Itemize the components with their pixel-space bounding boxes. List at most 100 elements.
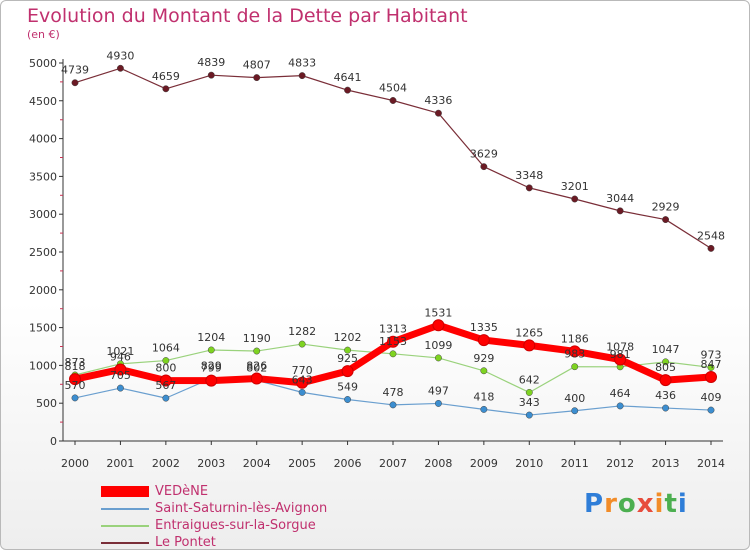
data-point: [205, 374, 218, 387]
data-label: 1064: [152, 342, 180, 355]
data-point: [434, 354, 442, 362]
data-point: [341, 365, 354, 378]
data-point: [616, 207, 624, 215]
data-point: [525, 411, 533, 419]
data-label: 1099: [424, 339, 452, 352]
data-point: [162, 85, 170, 93]
data-point: [614, 353, 627, 366]
data-point: [296, 376, 309, 389]
data-label: 1021: [106, 345, 134, 358]
data-label: 981: [610, 348, 631, 361]
data-point: [705, 370, 717, 383]
data-label: 3348: [515, 169, 543, 182]
data-label: 567: [155, 379, 176, 392]
data-label: 3201: [561, 180, 589, 193]
data-label: 1204: [197, 331, 225, 344]
x-tick-label: 2008: [424, 457, 452, 470]
y-tick-label: 500: [36, 397, 57, 410]
data-label: 2929: [652, 201, 680, 214]
data-point: [477, 334, 490, 347]
legend-swatch-vedene: [101, 486, 149, 497]
data-point: [480, 405, 488, 413]
data-label: 1153: [379, 335, 407, 348]
data-point: [253, 74, 261, 82]
y-tick-label: 0: [50, 435, 57, 448]
x-tick-label: 2004: [243, 457, 271, 470]
data-label: 478: [383, 386, 404, 399]
data-label: 1335: [470, 321, 498, 334]
data-label: 770: [292, 364, 313, 377]
data-point: [662, 216, 670, 224]
data-point: [207, 71, 215, 79]
data-point: [571, 363, 579, 371]
data-point: [662, 358, 670, 366]
data-point: [344, 86, 352, 94]
data-label: 929: [473, 352, 494, 365]
data-point: [387, 335, 399, 348]
legend-swatch-entraigues: [101, 525, 149, 527]
data-point: [432, 319, 445, 332]
data-point: [571, 407, 579, 415]
data-label: 1190: [243, 332, 271, 345]
data-point: [162, 394, 170, 402]
data-label: 643: [292, 373, 313, 386]
data-label: 436: [655, 389, 676, 402]
logo-letter: P: [584, 489, 605, 519]
data-point: [707, 406, 715, 414]
data-label: 873: [65, 356, 86, 369]
data-label: 4739: [61, 64, 89, 77]
data-label: 805: [655, 361, 676, 374]
data-label: 1202: [334, 331, 362, 344]
data-label: 3629: [470, 148, 498, 161]
data-label: 409: [701, 391, 722, 404]
x-tick-label: 2014: [697, 457, 725, 470]
y-tick-label: 4500: [29, 95, 57, 108]
data-label: 4807: [243, 59, 271, 72]
data-label: 1186: [561, 332, 589, 345]
y-tick-label: 4000: [29, 133, 57, 146]
logo-letter: i: [654, 489, 665, 519]
data-label: 4839: [197, 56, 225, 69]
data-point: [298, 388, 306, 396]
data-point: [434, 109, 442, 117]
x-tick-label: 2005: [288, 457, 316, 470]
data-point: [525, 184, 533, 192]
data-point: [116, 384, 124, 392]
legend-swatch-saint-saturnin: [101, 508, 149, 510]
data-label: 1313: [379, 323, 407, 336]
data-label: 418: [473, 390, 494, 403]
data-point: [571, 195, 579, 203]
x-tick-label: 2000: [61, 457, 89, 470]
x-tick-label: 2012: [606, 457, 634, 470]
data-point: [434, 399, 442, 407]
logo-letter: i: [677, 489, 688, 519]
data-point: [525, 389, 533, 396]
data-point: [523, 339, 536, 352]
data-label: 946: [110, 350, 131, 363]
data-point: [253, 347, 261, 355]
data-point: [162, 357, 170, 365]
data-label: 1047: [652, 343, 680, 356]
data-point: [298, 72, 306, 80]
x-tick-label: 2002: [152, 457, 180, 470]
data-point: [662, 404, 670, 412]
data-label: 4930: [106, 49, 134, 62]
data-label: 2548: [697, 229, 725, 242]
data-point: [69, 373, 81, 386]
x-tick-label: 2006: [334, 457, 362, 470]
data-label: 1265: [515, 326, 543, 339]
y-tick-label: 2500: [29, 246, 57, 259]
data-point: [389, 350, 397, 358]
data-label: 4833: [288, 57, 316, 70]
chart-subtitle: (en €): [27, 28, 60, 41]
data-label: 973: [701, 348, 722, 361]
data-label: 4336: [424, 94, 452, 107]
data-label: 1282: [288, 325, 316, 338]
data-label: 1531: [424, 306, 452, 319]
logo-letter: t: [664, 489, 678, 519]
legend-label-entraigues: Entraigues-sur-la-Sorgue: [155, 518, 316, 533]
data-point: [344, 396, 352, 403]
data-label: 642: [519, 373, 540, 386]
data-label: 705: [110, 369, 131, 382]
